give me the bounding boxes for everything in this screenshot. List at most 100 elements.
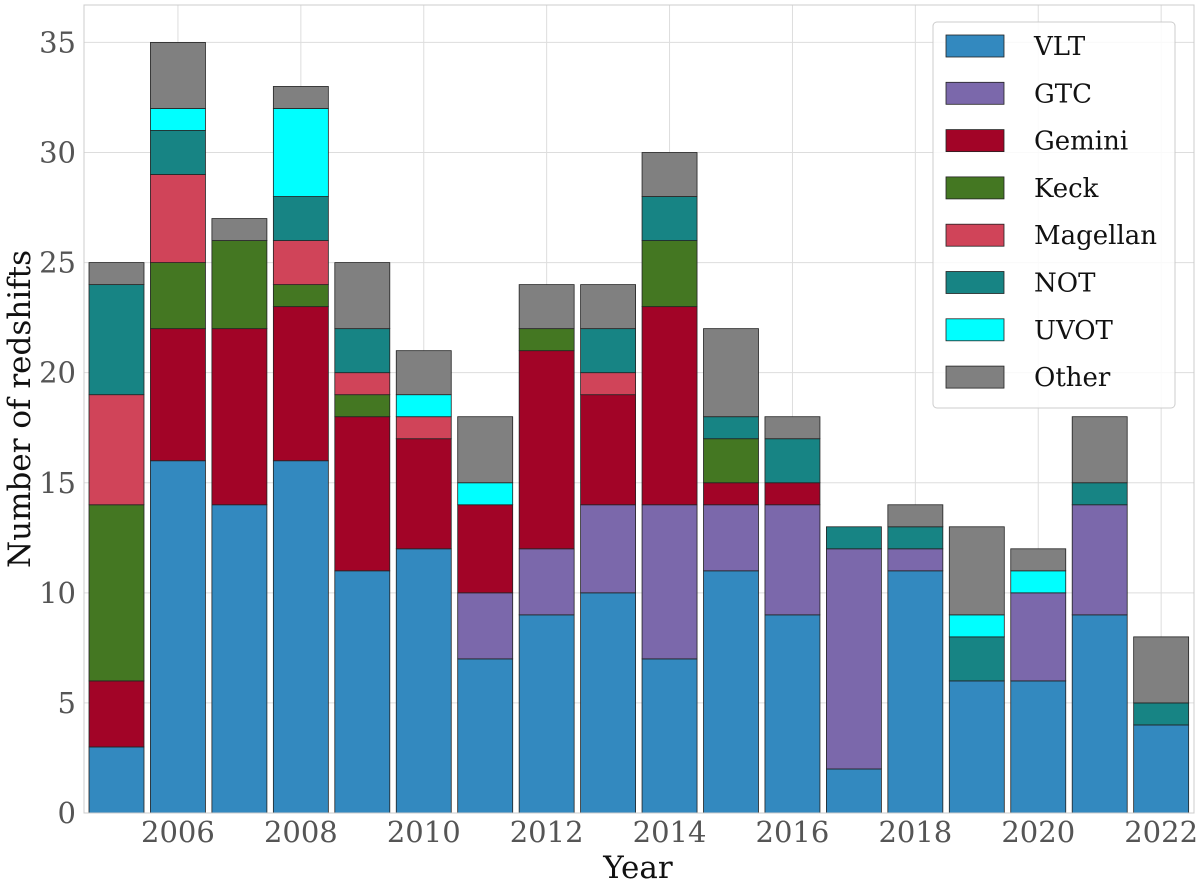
bar-keck-2012 <box>518 328 575 352</box>
bar-other-2006 <box>150 42 206 109</box>
bar-keck-2015 <box>703 438 759 484</box>
bar-gtc-2021 <box>1071 504 1128 616</box>
legend-swatch-magellan <box>945 223 1005 247</box>
bar-gemini-2013 <box>580 394 636 506</box>
legend-swatch-gtc <box>945 81 1005 105</box>
x-axis-title: Year <box>602 850 673 886</box>
bar-gtc-2012 <box>518 548 575 616</box>
bar-magellan-2013 <box>580 372 636 396</box>
x-tick-label: 2018 <box>878 815 952 849</box>
bar-gemini-2006 <box>150 328 206 462</box>
bar-vlt-2005 <box>88 746 145 814</box>
bar-vlt-2012 <box>518 614 575 814</box>
bar-magellan-2005 <box>88 394 145 506</box>
bar-gemini-2007 <box>211 328 268 506</box>
y-tick-label: 0 <box>58 796 76 830</box>
bar-not-2017 <box>826 526 882 550</box>
bar-vlt-2011 <box>457 658 514 814</box>
bar-other-2021 <box>1071 416 1128 484</box>
bar-uvot-2010 <box>395 394 452 418</box>
bar-not-2019 <box>948 636 1005 682</box>
bar-uvot-2011 <box>457 482 514 506</box>
x-tick-label: 2008 <box>264 815 338 849</box>
bar-gemini-2014 <box>641 306 698 506</box>
bar-other-2015 <box>703 328 759 418</box>
bars <box>88 42 1190 814</box>
x-tick-label: 2010 <box>387 815 461 849</box>
bar-vlt-2022 <box>1133 724 1190 814</box>
bar-gemini-2011 <box>457 504 514 594</box>
y-tick-label: 20 <box>39 356 76 390</box>
bar-other-2010 <box>395 350 452 396</box>
legend-label-keck: Keck <box>1034 174 1099 204</box>
bar-vlt-2008 <box>272 460 329 814</box>
bar-not-2015 <box>703 416 759 440</box>
bar-not-2006 <box>150 130 206 175</box>
bar-not-2009 <box>334 328 391 374</box>
legend: VLT GTC Gemini Keck Magellan NOT UVOT Other <box>932 21 1176 409</box>
legend-swatch-other <box>945 365 1005 389</box>
legend-swatch-not <box>945 271 1005 294</box>
bar-gemini-2016 <box>764 482 821 506</box>
y-tick-label: 10 <box>39 576 76 610</box>
bar-magellan-2008 <box>272 240 329 286</box>
y-tick-label: 5 <box>58 686 76 720</box>
bar-vlt-2014 <box>641 658 698 814</box>
bar-gtc-2015 <box>703 504 759 572</box>
bar-not-2022 <box>1133 702 1190 726</box>
legend-swatch-gemini <box>945 129 1005 153</box>
bar-gtc-2011 <box>457 592 514 660</box>
bar-vlt-2018 <box>887 570 944 814</box>
bar-gtc-2017 <box>826 548 882 770</box>
bar-uvot-2008 <box>272 108 329 197</box>
bar-gtc-2018 <box>887 548 944 572</box>
bar-gtc-2020 <box>1010 592 1067 682</box>
bar-not-2018 <box>887 526 944 550</box>
legend-label-other: Other <box>1034 363 1111 393</box>
legend-box <box>932 21 1176 409</box>
plot-frame <box>83 4 1195 814</box>
bar-keck-2014 <box>641 240 698 308</box>
legend-swatch-uvot <box>945 318 1005 342</box>
bar-magellan-2010 <box>395 416 452 440</box>
bar-other-2011 <box>457 416 514 484</box>
bar-keck-2009 <box>334 394 391 418</box>
bar-other-2022 <box>1133 636 1190 704</box>
bar-other-2007 <box>211 218 268 241</box>
x-tick-label: 2006 <box>141 815 215 849</box>
bar-uvot-2006 <box>150 108 206 131</box>
x-tick-label: 2016 <box>756 815 830 849</box>
bar-not-2005 <box>88 284 145 396</box>
legend-label-gemini: Gemini <box>1034 127 1128 157</box>
bar-keck-2006 <box>150 262 206 330</box>
bar-other-2009 <box>334 262 391 330</box>
bar-gemini-2009 <box>334 416 391 572</box>
x-tick-label: 2022 <box>1124 815 1198 849</box>
x-tick-label: 2014 <box>633 815 707 849</box>
y-tick-label: 25 <box>39 246 76 280</box>
legend-label-magellan: Magellan <box>1034 221 1157 251</box>
y-tick-label: 15 <box>39 466 76 500</box>
bar-vlt-2009 <box>334 570 391 814</box>
bar-not-2013 <box>580 328 636 374</box>
legend-swatch-keck <box>945 176 1005 200</box>
bar-other-2019 <box>948 526 1005 616</box>
bar-not-2014 <box>641 196 698 241</box>
bar-vlt-2015 <box>703 570 759 814</box>
x-tick-label: 2012 <box>510 815 584 849</box>
y-tick-labels: 0 5 10 15 20 25 30 35 <box>39 25 76 830</box>
legend-label-not: NOT <box>1034 269 1096 299</box>
bar-keck-2005 <box>88 504 145 682</box>
bar-uvot-2020 <box>1010 570 1067 594</box>
x-tick-label: 2020 <box>1001 815 1075 849</box>
bar-keck-2008 <box>272 284 329 308</box>
legend-label-gtc: GTC <box>1034 79 1092 109</box>
bar-vlt-2021 <box>1071 614 1128 814</box>
bar-magellan-2009 <box>334 372 391 396</box>
bar-not-2008 <box>272 196 329 241</box>
bar-vlt-2017 <box>826 768 882 814</box>
bar-other-2018 <box>887 504 944 528</box>
bar-other-2020 <box>1010 548 1067 572</box>
bar-uvot-2019 <box>948 614 1005 638</box>
